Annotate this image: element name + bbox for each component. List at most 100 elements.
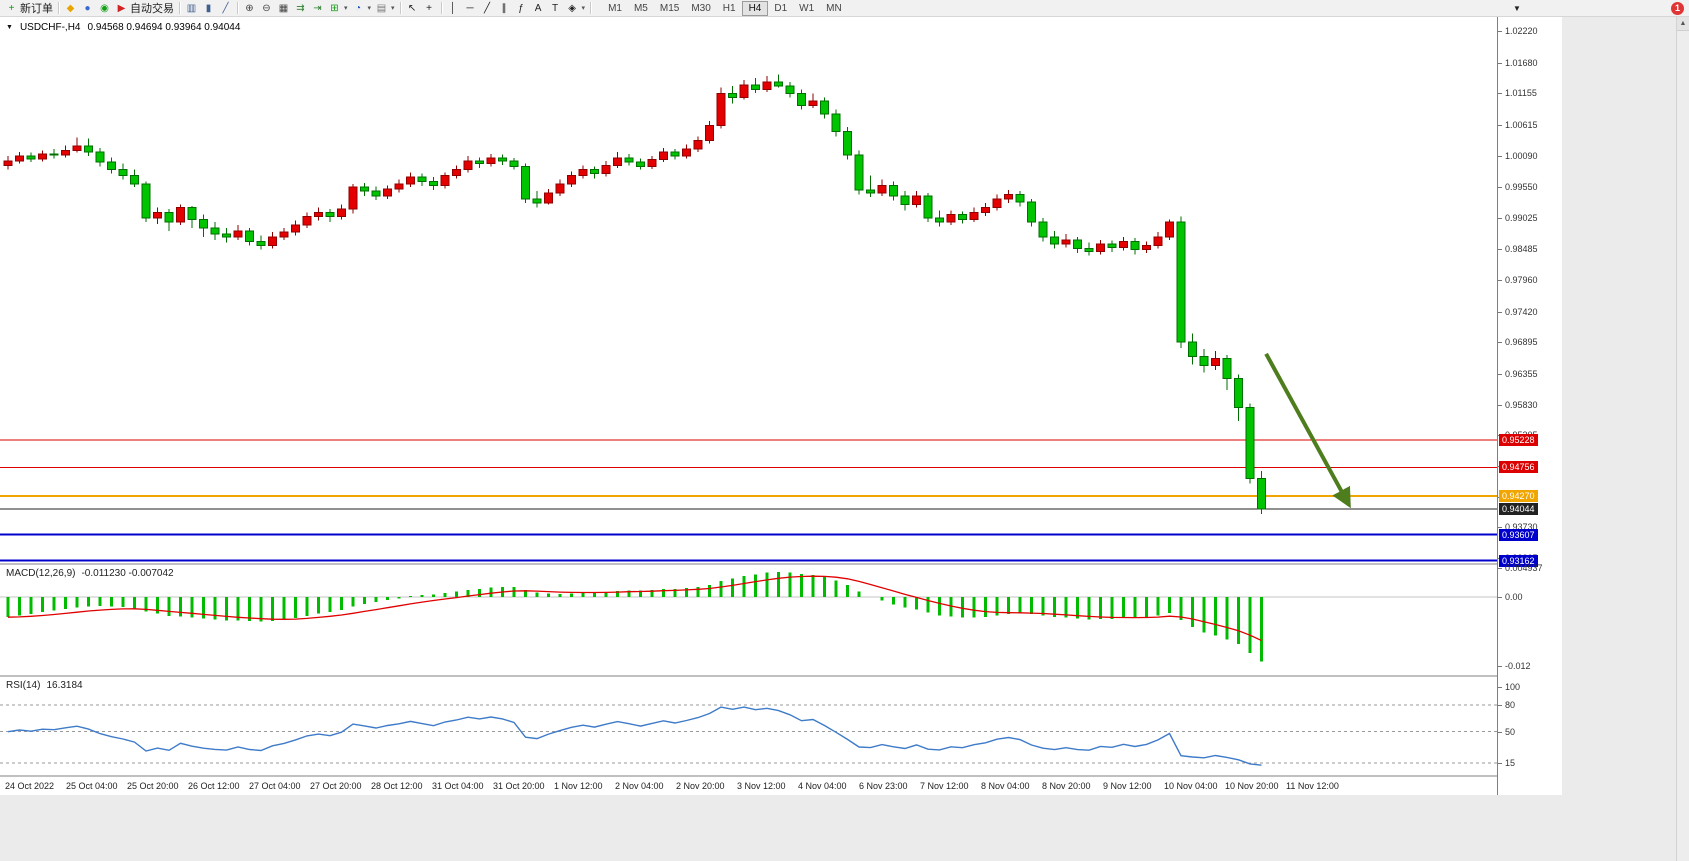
candle bbox=[739, 84, 749, 99]
indicators-icon: ⊞ bbox=[330, 2, 339, 14]
price-chart[interactable] bbox=[0, 17, 1497, 563]
candle bbox=[958, 214, 967, 220]
panel-separator[interactable] bbox=[0, 675, 1562, 677]
axis-tick bbox=[1498, 731, 1502, 733]
channel-button[interactable]: ∥ bbox=[496, 1, 513, 16]
time-axis[interactable]: 24 Oct 2022 25 Oct 04:00 25 Oct 20:00 26 Oc… bbox=[0, 777, 1497, 795]
price-axis[interactable]: 1.02220 1.01680 1.01155 1.00615 1.00090 0.995… bbox=[1497, 17, 1562, 795]
line-chart-icon: ╱ bbox=[222, 2, 229, 14]
panel-separator[interactable] bbox=[0, 563, 1562, 565]
candle bbox=[291, 224, 300, 233]
candle bbox=[383, 188, 392, 197]
crosshair-button[interactable]: + bbox=[421, 1, 438, 16]
time-axis-label: 8 Nov 04:00 bbox=[981, 781, 1030, 791]
candle bbox=[38, 153, 47, 160]
indicators-button[interactable]: ⊞ ▾ bbox=[326, 1, 350, 16]
trend-arrow-object[interactable] bbox=[1264, 352, 1351, 509]
price-axis-label: 1.00090 bbox=[1505, 150, 1538, 161]
auto-scroll-icon: ⇉ bbox=[296, 2, 305, 14]
trendline-button[interactable]: ╱ bbox=[479, 1, 496, 16]
candle bbox=[406, 176, 415, 185]
candle bbox=[245, 230, 254, 243]
macd-axis-label: 0.004937 bbox=[1505, 563, 1543, 574]
text-label-icon: T bbox=[551, 2, 559, 14]
candle bbox=[969, 211, 979, 220]
refresh-button[interactable]: ◉ bbox=[96, 1, 113, 16]
zoom-in-button[interactable]: ⊕ bbox=[241, 1, 258, 16]
macd-signal-line bbox=[7, 575, 1262, 642]
tile-windows-button[interactable]: ▦ bbox=[275, 1, 292, 16]
line-chart-button[interactable]: ╱ bbox=[217, 1, 234, 16]
timeframe-m30-button[interactable]: M30 bbox=[691, 2, 711, 14]
timeframe-h1-button[interactable]: H1 bbox=[722, 2, 736, 14]
candle bbox=[440, 174, 450, 186]
fibonacci-button[interactable]: ƒ bbox=[513, 1, 530, 16]
templates-button[interactable]: ▤ ▾ bbox=[373, 1, 397, 16]
price-axis-label: 0.99025 bbox=[1505, 212, 1538, 223]
timeframe-w1-button[interactable]: W1 bbox=[799, 2, 815, 14]
vertical-line-button[interactable]: │ bbox=[445, 1, 462, 16]
profiles-icon: ● bbox=[84, 2, 91, 14]
axis-tick bbox=[1498, 527, 1502, 529]
scroll-up-button[interactable]: ▲ bbox=[1677, 17, 1689, 31]
candle bbox=[785, 85, 795, 95]
candle bbox=[107, 161, 116, 171]
candle bbox=[1199, 356, 1209, 367]
autotrading-button[interactable]: ▶ 自动交易 bbox=[113, 1, 176, 16]
horizontal-line-button[interactable]: ─ bbox=[462, 1, 479, 16]
new-order-button[interactable]: + 新订单 bbox=[3, 1, 55, 16]
macd-axis-label: 0.00 bbox=[1505, 592, 1523, 602]
candle bbox=[946, 214, 956, 223]
cursor-button[interactable]: ↖ bbox=[404, 1, 421, 16]
candle bbox=[325, 211, 335, 217]
macd-panel[interactable] bbox=[0, 565, 1497, 675]
text-label-button[interactable]: T bbox=[547, 1, 564, 16]
timeframe-h4-button[interactable]: H4 bbox=[741, 0, 769, 16]
timeframe-m5-button[interactable]: M5 bbox=[633, 2, 648, 14]
candle bbox=[360, 186, 369, 192]
macd-name: MACD(12,26,9) bbox=[6, 568, 76, 579]
toolbar-separator bbox=[58, 2, 59, 14]
candle bbox=[843, 131, 852, 156]
rsi-value: 16.3184 bbox=[46, 680, 83, 691]
timeframe-mn-button[interactable]: MN bbox=[826, 2, 842, 14]
rsi-panel[interactable] bbox=[0, 677, 1497, 775]
candle bbox=[935, 217, 944, 223]
axis-tick bbox=[1498, 568, 1502, 570]
candles-layer bbox=[3, 74, 1266, 514]
timeframe-d1-button[interactable]: D1 bbox=[774, 2, 788, 14]
time-axis-label: 24 Oct 2022 bbox=[5, 781, 55, 791]
chart-shift-button[interactable]: ⇥ bbox=[309, 1, 326, 16]
candle bbox=[463, 160, 473, 171]
timeframe-m15-button[interactable]: M15 bbox=[659, 2, 680, 14]
horizontal-line-icon: ─ bbox=[466, 2, 474, 14]
candle bbox=[84, 145, 93, 153]
candlestick-chart-button[interactable]: ▮ bbox=[200, 1, 217, 16]
notification-badge[interactable]: 1 bbox=[1671, 2, 1684, 15]
refresh-icon: ◉ bbox=[100, 2, 109, 14]
tile-windows-icon: ▦ bbox=[278, 2, 289, 14]
window-menu-icon[interactable]: ▼ bbox=[6, 24, 13, 31]
periods-button[interactable]: ◔ ▾ bbox=[350, 1, 374, 16]
candle bbox=[601, 165, 611, 175]
zoom-out-button[interactable]: ⊖ bbox=[258, 1, 275, 16]
candle bbox=[1073, 239, 1082, 250]
auto-scroll-button[interactable]: ⇉ bbox=[292, 1, 309, 16]
timeframe-m1-button[interactable]: M1 bbox=[608, 2, 622, 14]
market-watch-button[interactable]: ◆ bbox=[62, 1, 79, 16]
price-tag: 0.94044 bbox=[1499, 503, 1538, 516]
scrollbar-track[interactable]: ▲ bbox=[1676, 17, 1689, 861]
candle bbox=[1234, 377, 1243, 409]
candle bbox=[751, 84, 760, 90]
candle bbox=[176, 207, 185, 223]
trendline-icon: ╱ bbox=[484, 2, 491, 14]
shapes-button[interactable]: ◈ ▾ bbox=[564, 1, 588, 16]
ohlc-values-label: 0.94568 0.94694 0.93964 0.94044 bbox=[87, 22, 241, 33]
time-axis-label: 25 Oct 04:00 bbox=[66, 781, 118, 791]
text-button[interactable]: A bbox=[530, 1, 547, 16]
toolbar-separator bbox=[237, 2, 238, 14]
bar-chart-button[interactable]: ▥ bbox=[183, 1, 200, 16]
time-axis-label: 31 Oct 04:00 bbox=[432, 781, 484, 791]
profiles-button[interactable]: ● bbox=[79, 1, 96, 16]
chart-title: ▼ USDCHF-,H4 0.94568 0.94694 0.93964 0.9… bbox=[6, 22, 240, 33]
